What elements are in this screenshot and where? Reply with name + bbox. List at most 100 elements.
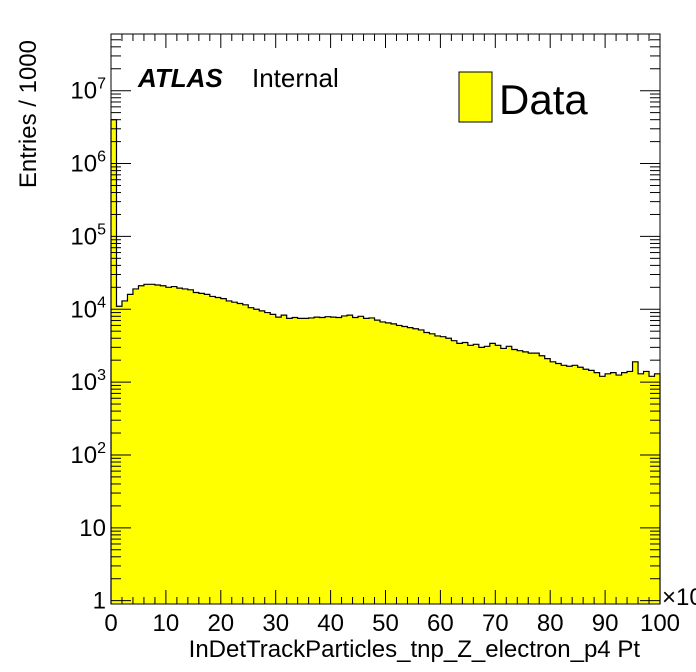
y-tick-label: 10 [79,515,106,542]
histogram-bar [605,373,611,604]
histogram-bar [330,317,337,604]
histogram-bar [610,372,617,604]
histogram-bar [319,317,326,604]
histogram-bar [495,345,502,604]
histogram-bar [577,367,584,604]
histogram-bar [561,365,568,604]
histogram-bar [242,304,249,604]
histogram-bar [627,371,633,604]
y-tick-label: 102 [70,440,106,469]
x-tick-label: 30 [262,610,289,637]
histogram-bars [111,119,661,604]
y-tick-labels: 1 10 102 103 104 105 106 107 [70,76,106,615]
histogram-bar [374,320,381,604]
histogram-bar [649,376,655,604]
histogram-bar [209,296,216,604]
y-tick-label: 1 [93,588,106,615]
histogram-bar [599,376,606,604]
histogram-bar [220,298,227,604]
histogram-bar [484,346,491,604]
histogram-bar [506,346,513,604]
x-axis-label: InDetTrackParticles_tnp_Z_electron_p4 Pt [189,636,641,663]
histogram-bar [215,297,222,604]
histogram-bar [429,333,436,604]
histogram-bar [390,323,397,604]
histogram-bar [226,300,233,604]
y-axis-label: Entries / 1000 [15,40,42,188]
histogram-bar [434,335,441,604]
histogram-bar [308,317,315,604]
histogram-bar [259,310,266,604]
histogram-bar [352,317,359,604]
histogram-bar [204,294,211,604]
histogram-bar [292,317,299,604]
y-tick-label: 104 [70,294,106,323]
histogram-bar [264,312,271,604]
histogram-bar [440,336,447,604]
histogram-bar [544,358,551,604]
histogram-bar [456,343,463,604]
histogram-bar [303,318,310,604]
histogram-bar [396,325,403,604]
histogram-bar [385,322,392,604]
histogram-bar [275,317,282,604]
x-tick-label: 50 [372,610,399,637]
histogram-bar [594,372,601,604]
histogram-bar [182,288,189,604]
histogram-bar [193,292,200,604]
histogram-bar [132,288,139,604]
histogram-bar [467,345,474,604]
histogram-bar [489,343,496,604]
x-tick-label: 40 [317,610,344,637]
x-tick-label: 70 [482,610,509,637]
histogram-bar [171,286,178,604]
x-tick-label: 80 [537,610,564,637]
x-axis-multiplier: ×10 [662,584,696,611]
histogram-bar [473,344,480,604]
histogram-bar [632,361,639,604]
histogram-bar [401,326,408,604]
histogram-bar [418,329,425,604]
histogram-bar [462,342,469,604]
histogram-bar [253,309,260,604]
x-tick-label: 0 [104,610,117,637]
x-tick-label: 100 [640,610,680,637]
histogram-bar [358,316,364,604]
histogram-bar [380,321,386,604]
histogram-bar [369,317,375,604]
histogram-bar [539,355,546,604]
histogram-bar [533,353,540,604]
histogram-bar [588,370,595,604]
histogram-bar [281,315,288,604]
x-tick-labels: 0 10 20 30 40 50 60 70 80 90 100 [104,610,680,637]
histogram-bar [198,293,205,604]
histogram-bar [149,284,156,604]
histogram-bar [566,366,573,604]
histogram-bar [347,315,353,604]
histogram-bar [407,327,414,604]
histogram-bar [445,338,452,604]
histogram-bar [121,300,128,604]
histogram-bar [187,289,194,604]
plot-frame [110,33,661,605]
histogram-bar [231,302,238,604]
histogram-bar [237,303,244,604]
legend-label-data: Data [499,76,588,123]
histogram-bar [127,294,134,604]
histogram-bar [528,353,535,604]
histogram-bar [138,285,145,604]
histogram-bar [248,307,255,604]
x-tick-label: 60 [427,610,454,637]
histogram-bar [160,285,167,604]
y-tick-label: 107 [70,76,106,105]
histogram-bar [638,373,644,604]
histogram-bar [511,349,518,604]
histogram-bar [412,328,419,604]
histogram-bar [336,317,342,604]
histogram-bar [314,317,321,604]
histogram-bar [111,119,117,604]
y-tick-label: 103 [70,367,106,396]
histogram-bar [522,351,529,604]
histogram-bar [517,350,524,604]
histogram-bar [363,318,370,604]
